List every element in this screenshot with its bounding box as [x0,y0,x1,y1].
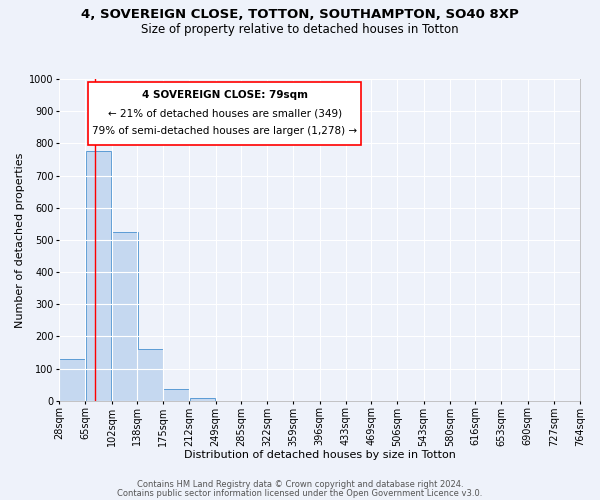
Bar [190,398,215,401]
Bar [163,388,190,401]
Text: 4, SOVEREIGN CLOSE, TOTTON, SOUTHAMPTON, SO40 8XP: 4, SOVEREIGN CLOSE, TOTTON, SOUTHAMPTON,… [81,8,519,20]
FancyBboxPatch shape [88,82,361,145]
Bar [86,152,112,401]
Text: ← 21% of detached houses are smaller (349): ← 21% of detached houses are smaller (34… [107,108,341,118]
Bar [112,232,137,401]
Bar [137,350,163,401]
Y-axis label: Number of detached properties: Number of detached properties [15,152,25,328]
X-axis label: Distribution of detached houses by size in Totton: Distribution of detached houses by size … [184,450,455,460]
Text: Contains HM Land Registry data © Crown copyright and database right 2024.: Contains HM Land Registry data © Crown c… [137,480,463,489]
Bar [59,359,85,401]
Text: 4 SOVEREIGN CLOSE: 79sqm: 4 SOVEREIGN CLOSE: 79sqm [142,90,308,101]
Text: Size of property relative to detached houses in Totton: Size of property relative to detached ho… [141,22,459,36]
Text: Contains public sector information licensed under the Open Government Licence v3: Contains public sector information licen… [118,488,482,498]
Text: 79% of semi-detached houses are larger (1,278) →: 79% of semi-detached houses are larger (… [92,126,357,136]
